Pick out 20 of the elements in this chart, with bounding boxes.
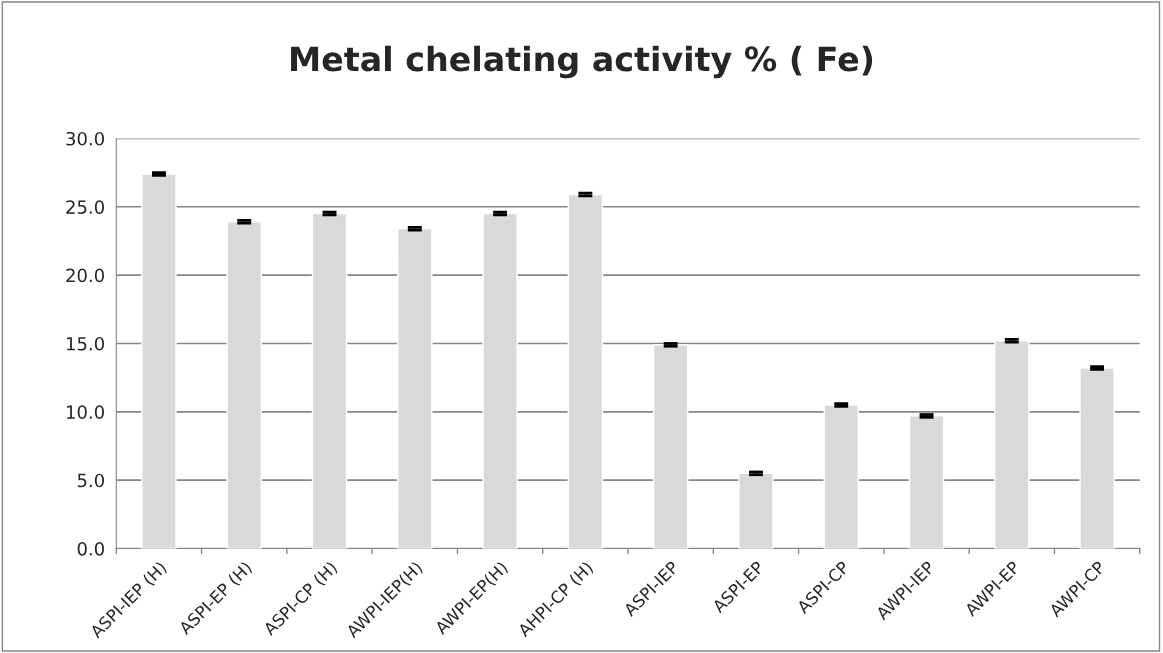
bar [994, 340, 1030, 549]
bar [652, 344, 689, 549]
bar [311, 212, 348, 549]
bar [908, 415, 945, 549]
y-tick-label: 20.0 [66, 268, 104, 283]
y-tick-label: 0.0 [77, 541, 104, 556]
bar [482, 212, 518, 549]
y-tick-label: 15.0 [66, 336, 104, 351]
y-tick-label: 5.0 [77, 473, 104, 488]
bar [1079, 367, 1115, 549]
chart-title: Metal chelating activity % ( Fe) [291, 45, 873, 79]
bar [823, 404, 859, 549]
bar [141, 173, 177, 549]
bar [738, 472, 774, 549]
y-tick-label: 10.0 [66, 405, 104, 419]
y-tick-label: 30.0 [66, 131, 104, 146]
y-tick-label: 25.0 [66, 200, 104, 214]
bar [567, 193, 604, 549]
bar [226, 221, 262, 549]
bar [397, 227, 433, 549]
